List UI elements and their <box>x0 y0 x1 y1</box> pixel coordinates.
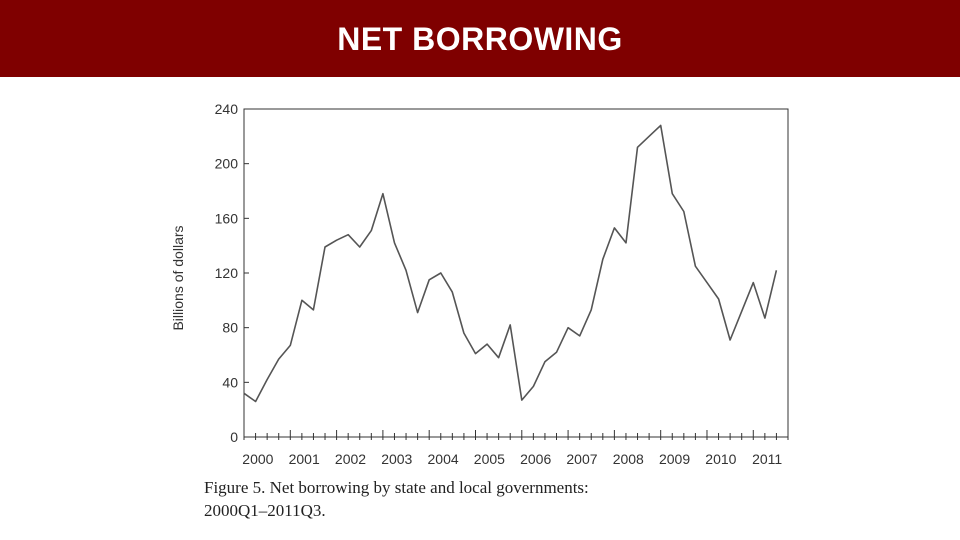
x-tick-label: 2010 <box>705 451 736 467</box>
y-tick-label: 120 <box>215 265 239 281</box>
x-tick-label: 2002 <box>335 451 366 467</box>
y-tick-label: 80 <box>222 320 238 336</box>
title-bar: NET BORROWING <box>0 0 960 77</box>
y-tick-label: 160 <box>215 210 239 226</box>
y-tick-label: 240 <box>215 101 239 117</box>
x-tick-label: 2004 <box>428 451 459 467</box>
x-tick-label: 2007 <box>566 451 597 467</box>
x-tick-label: 2009 <box>659 451 690 467</box>
y-tick-label: 200 <box>215 156 239 172</box>
x-tick-label: 2001 <box>289 451 320 467</box>
y-tick-label: 0 <box>230 429 238 445</box>
y-axis-label: Billions of dollars <box>170 225 186 330</box>
x-tick-label: 2011 <box>752 451 782 467</box>
x-tick-label: 2000 <box>242 451 273 467</box>
x-tick-label: 2006 <box>520 451 551 467</box>
x-tick-label: 2003 <box>381 451 412 467</box>
figure-caption: Figure 5. Net borrowing by state and loc… <box>204 476 589 522</box>
x-tick-label: 2008 <box>613 451 644 467</box>
x-tick-label: 2005 <box>474 451 505 467</box>
caption-line-1: Figure 5. Net borrowing by state and loc… <box>204 478 589 497</box>
caption-line-2: 2000Q1–2011Q3. <box>204 501 326 520</box>
y-tick-label: 40 <box>222 374 238 390</box>
plot-frame <box>243 108 789 438</box>
page-title: NET BORROWING <box>337 21 623 57</box>
series-line <box>243 124 778 403</box>
